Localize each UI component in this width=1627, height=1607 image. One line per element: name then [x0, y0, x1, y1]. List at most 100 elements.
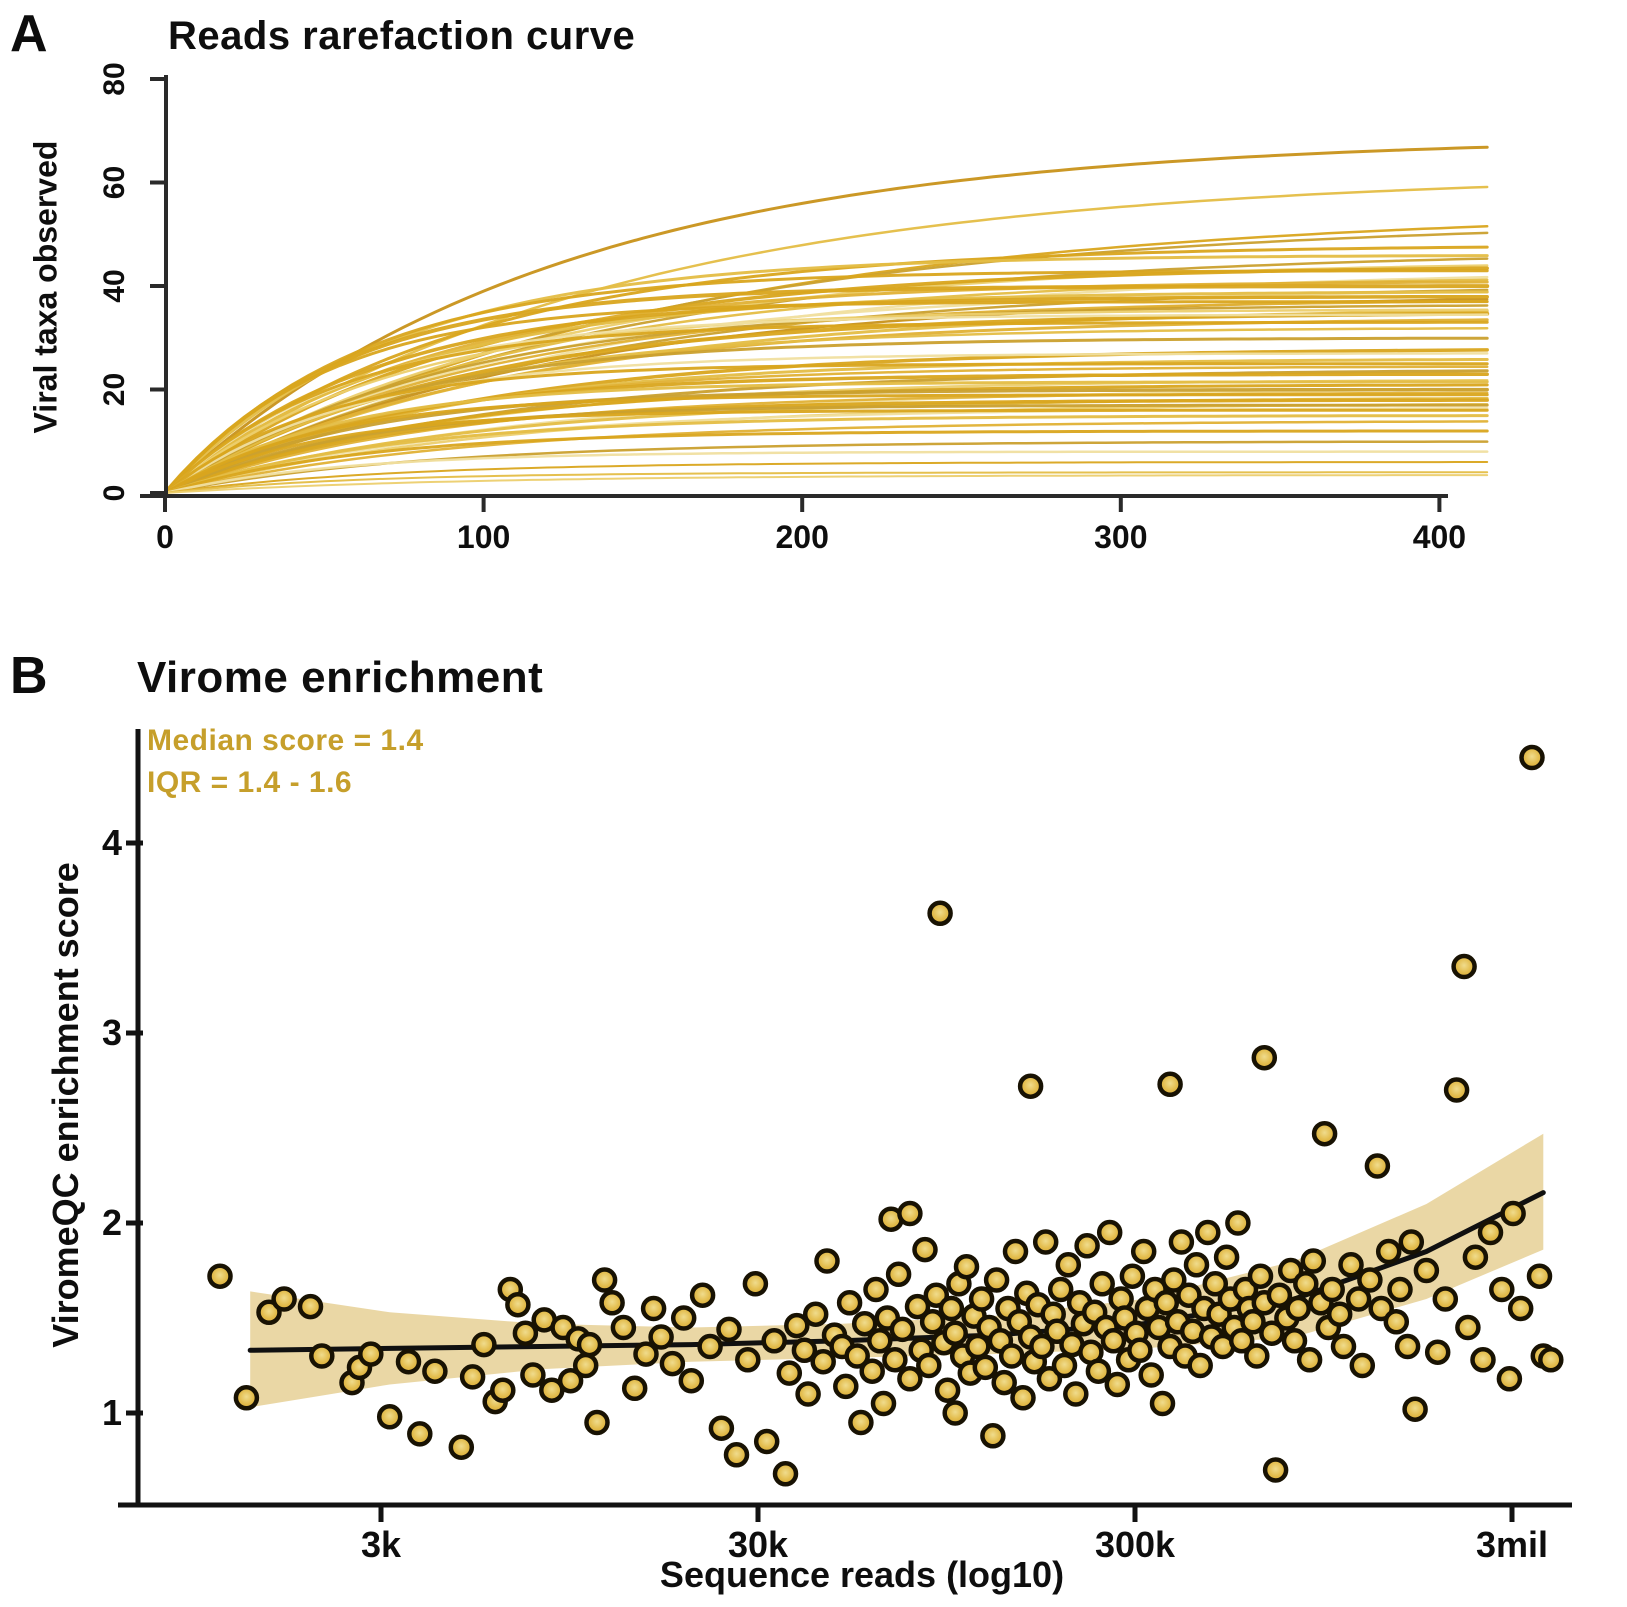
scatter-point	[610, 1314, 637, 1341]
scatter-point	[1153, 1290, 1180, 1316]
scatter-point	[1085, 1358, 1112, 1384]
scatter-point	[1375, 1238, 1402, 1265]
scatter-point	[271, 1286, 297, 1312]
scatter-point	[1259, 1320, 1285, 1346]
scatter-point	[591, 1267, 618, 1293]
scatter-point	[965, 1333, 991, 1360]
scatter-point	[938, 1295, 965, 1322]
rarefaction-curve	[163, 284, 1490, 495]
panel-b-x-axis-title: Sequence reads (log10)	[659, 1554, 1065, 1595]
scatter-point	[1157, 1071, 1183, 1098]
scatter-point	[1432, 1286, 1459, 1312]
scatter-point	[659, 1350, 686, 1377]
scatter-point	[1398, 1229, 1425, 1255]
panel-a-y-axis-title: Viral taxa observed	[27, 140, 64, 434]
scatter-point	[953, 1253, 980, 1280]
scatter-point	[998, 1343, 1025, 1369]
panel-b-y-tick-label: 3	[102, 1012, 122, 1053]
scatter-point	[309, 1343, 335, 1369]
panel-b-y-tick-label: 2	[102, 1202, 122, 1243]
scatter-point	[1470, 1347, 1496, 1373]
scatter-point	[848, 1409, 874, 1436]
scatter-point	[490, 1377, 516, 1403]
scatter-point	[980, 1423, 1006, 1449]
rarefaction-curve	[164, 461, 1489, 494]
panel-b-label: B	[10, 647, 48, 705]
rarefaction-curve	[163, 450, 1489, 495]
scatter-point	[1285, 1295, 1311, 1322]
rarefaction-curve	[164, 471, 1489, 494]
scatter-point	[1526, 1263, 1553, 1289]
scatter-point	[697, 1333, 723, 1360]
scatter-point	[776, 1360, 803, 1386]
rarefaction-curve	[163, 393, 1489, 495]
scatter-point	[459, 1364, 486, 1390]
scatter-point	[991, 1369, 1017, 1396]
scatter-point	[791, 1337, 818, 1364]
scatter-point	[1281, 1328, 1308, 1354]
rarefaction-curve	[163, 420, 1489, 495]
scatter-point	[572, 1352, 599, 1379]
scatter-point	[1127, 1337, 1153, 1364]
rarefaction-curve	[163, 403, 1489, 495]
panel-b-y-tick-label: 4	[102, 822, 122, 863]
panel-b-y-axis-title: ViromeQC enrichment score	[45, 862, 86, 1348]
scatter-point	[1462, 1244, 1489, 1270]
scatter-point	[1089, 1271, 1115, 1297]
scatter-point	[1424, 1339, 1451, 1365]
scatter-point	[810, 1348, 836, 1375]
scatter-point	[708, 1415, 735, 1441]
scatter-point	[897, 1200, 923, 1227]
scatter-point	[1443, 1077, 1470, 1103]
rarefaction-curve	[163, 320, 1489, 495]
scatter-point	[851, 1310, 878, 1337]
scatter-point	[1195, 1219, 1221, 1246]
scatter-point	[633, 1341, 659, 1367]
rarefaction-curve	[163, 269, 1489, 495]
rarefaction-curve	[163, 414, 1489, 495]
panel-b-x-tick-label: 30k	[728, 1524, 789, 1565]
panel-a-y-tick-label: 0	[98, 485, 131, 502]
scatter-point	[520, 1362, 546, 1388]
scatter-point	[1002, 1238, 1029, 1265]
scatter-point	[376, 1404, 403, 1430]
scatter-point	[1244, 1343, 1270, 1369]
scatter-point	[942, 1320, 968, 1346]
rarefaction-curve	[163, 362, 1489, 495]
scatter-point	[795, 1381, 821, 1407]
scatter-point	[1187, 1352, 1213, 1379]
scatter-point	[689, 1282, 716, 1308]
scatter-point	[1202, 1271, 1229, 1297]
scatter-point	[934, 1377, 961, 1403]
median-score-annotation: Median score = 1.4	[147, 724, 424, 757]
panel-b-x-tick-label: 3k	[361, 1524, 402, 1565]
scatter-point	[859, 1358, 885, 1384]
scatter-point	[863, 1276, 889, 1303]
scatter-point	[1051, 1352, 1078, 1379]
scatter-point	[1402, 1396, 1428, 1422]
panel-a-x-tick-label: 400	[1413, 519, 1466, 555]
panel-b-x-tick-label: 300k	[1095, 1524, 1176, 1565]
scatter-point	[1161, 1267, 1187, 1293]
rarefaction-curve	[163, 231, 1489, 495]
scatter-point	[1326, 1301, 1353, 1327]
rarefaction-curve	[163, 380, 1489, 495]
scatter-point	[916, 1352, 942, 1379]
scatter-point	[1349, 1352, 1376, 1379]
scatter-point	[1010, 1385, 1036, 1411]
scatter-point	[1477, 1219, 1504, 1246]
scatter-point	[1055, 1252, 1082, 1278]
scatter-point	[1032, 1229, 1059, 1255]
scatter-point	[761, 1328, 787, 1354]
scatter-point	[584, 1409, 610, 1436]
scatter-point	[885, 1261, 912, 1288]
scatter-point	[621, 1375, 648, 1402]
scatter-point	[233, 1385, 260, 1411]
scatter-point	[836, 1290, 863, 1316]
scatter-point	[471, 1331, 497, 1358]
scatter-point	[1149, 1390, 1176, 1417]
scatter-point	[1383, 1309, 1410, 1335]
scatter-point	[1413, 1257, 1440, 1284]
scatter-point	[1168, 1229, 1195, 1255]
